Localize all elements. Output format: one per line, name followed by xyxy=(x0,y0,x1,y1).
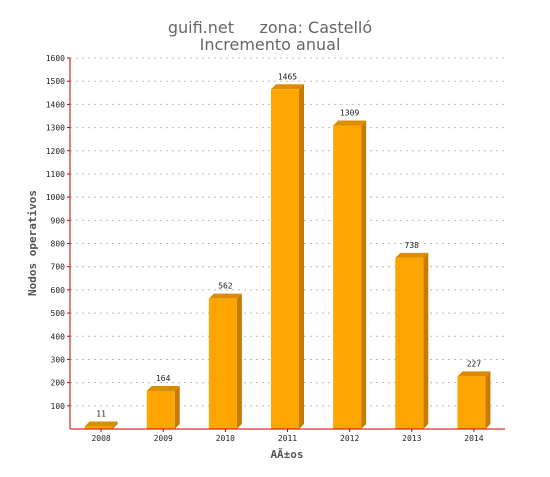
x-tick-label: 2014 xyxy=(464,434,483,443)
y-tick-label: 600 xyxy=(51,286,66,295)
bar-value-label: 11 xyxy=(96,409,106,418)
bar-side xyxy=(423,252,429,429)
y-tick-label: 300 xyxy=(51,355,66,364)
bar-side xyxy=(236,293,242,429)
bar-2012: 1309 xyxy=(333,108,367,430)
bar-2010: 562 xyxy=(208,282,242,429)
bar-value-label: 227 xyxy=(467,359,482,368)
x-axis-title: AÃ±os xyxy=(270,448,303,461)
bar-front xyxy=(84,426,113,429)
y-tick-label: 700 xyxy=(51,263,66,272)
bar-top xyxy=(208,293,242,299)
bar-top xyxy=(271,84,304,90)
y-tick-label: 1000 xyxy=(46,193,65,202)
x-tick-label: 2010 xyxy=(216,434,235,443)
bar-front xyxy=(457,376,486,429)
bar-value-label: 1465 xyxy=(278,72,297,81)
y-tick-label: 200 xyxy=(51,379,66,388)
bar-front xyxy=(271,89,299,429)
y-axis-title: Nodos operativos xyxy=(26,190,39,296)
chart-title: guifi.net zona: Castelló xyxy=(168,18,372,37)
bar-top xyxy=(333,120,367,126)
bar-side xyxy=(361,120,367,430)
y-tick-label: 100 xyxy=(51,402,66,411)
x-tick-labels: 2008 2009 2010 2011 2012 2013 2014 xyxy=(91,429,484,443)
bar-front xyxy=(395,257,424,429)
x-tick-label: 2012 xyxy=(340,434,359,443)
bar-top xyxy=(146,385,180,391)
bar-2008: 11 xyxy=(84,409,118,429)
y-tick-label: 1300 xyxy=(46,124,65,133)
bar-2013: 738 xyxy=(395,241,429,429)
y-tick-label: 500 xyxy=(51,309,66,318)
bar-top xyxy=(84,421,118,427)
bar-value-label: 164 xyxy=(156,374,171,383)
bar-side xyxy=(485,371,491,429)
y-tick-label: 1500 xyxy=(46,77,65,86)
bar-front xyxy=(146,390,175,429)
bar-side xyxy=(174,385,180,429)
bar-value-label: 562 xyxy=(218,282,233,291)
bar-top xyxy=(457,371,491,377)
bar-value-label: 738 xyxy=(405,241,420,250)
x-tick-label: 2009 xyxy=(154,434,173,443)
y-tick-labels: 100 200 300 400 500 600 700 800 900 1000 1100 1200 1… xyxy=(46,54,70,411)
bar-top xyxy=(395,252,429,258)
bar-2009: 164 xyxy=(146,374,180,429)
y-tick-label: 800 xyxy=(51,240,66,249)
y-tick-label: 1600 xyxy=(46,54,65,63)
y-tick-label: 900 xyxy=(51,216,66,225)
chart-subtitle: Incremento anual xyxy=(200,35,341,54)
y-tick-label: 1100 xyxy=(46,170,65,179)
x-tick-label: 2008 xyxy=(91,434,110,443)
bar-front xyxy=(333,125,362,430)
bar-value-label: 1309 xyxy=(340,108,359,117)
bar-front xyxy=(208,298,237,429)
x-tick-label: 2011 xyxy=(278,434,297,443)
bars: 11 164 562 1465 1309 738 227 xyxy=(84,72,491,430)
y-tick-label: 400 xyxy=(51,332,66,341)
bar-side xyxy=(299,84,304,429)
y-tick-label: 1400 xyxy=(46,100,65,109)
bar-side xyxy=(112,421,118,429)
bar-2014: 227 xyxy=(457,359,491,429)
y-tick-label: 1200 xyxy=(46,147,65,156)
x-tick-label: 2013 xyxy=(402,434,421,443)
bar-2011: 1465 xyxy=(271,72,304,429)
